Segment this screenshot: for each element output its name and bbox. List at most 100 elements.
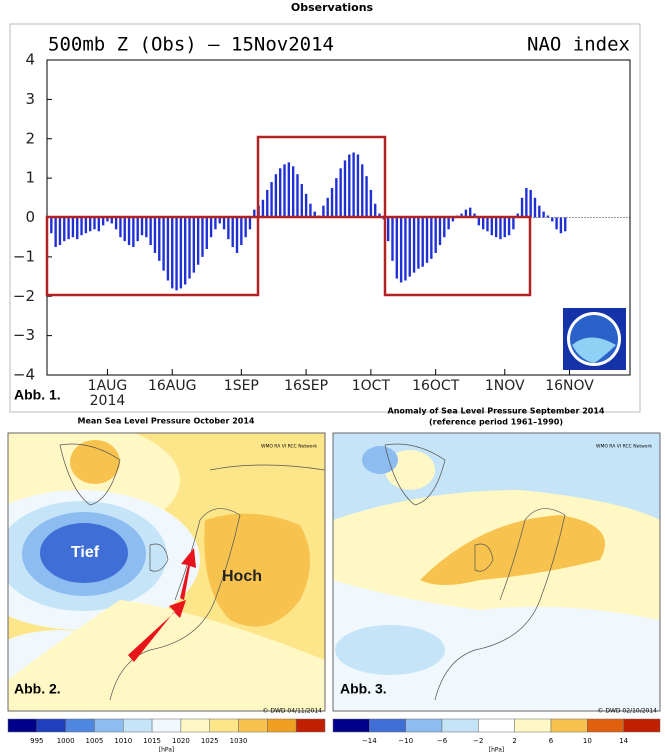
colorbar-label: 995 bbox=[30, 737, 43, 745]
colorbar-swatch bbox=[369, 718, 406, 733]
bar bbox=[434, 217, 437, 253]
colorbar-label: −2 bbox=[473, 737, 483, 745]
bar bbox=[395, 217, 398, 279]
bar bbox=[378, 213, 381, 218]
bar bbox=[97, 217, 101, 232]
colorbar-label: 1025 bbox=[201, 737, 219, 745]
bar bbox=[266, 189, 269, 218]
colorbar-swatch bbox=[36, 718, 66, 733]
bar bbox=[361, 164, 364, 218]
bar bbox=[499, 217, 502, 240]
bar bbox=[399, 217, 403, 283]
bar bbox=[235, 217, 239, 253]
panel-label: Abb. 2. bbox=[14, 681, 61, 697]
bar bbox=[296, 174, 299, 218]
colorbar-label: −14 bbox=[362, 737, 377, 745]
panel-label: Abb. 3. bbox=[340, 681, 387, 697]
bar bbox=[438, 217, 442, 246]
bar bbox=[119, 217, 122, 238]
bar bbox=[166, 217, 170, 281]
bar bbox=[374, 203, 377, 218]
high-label: Hoch bbox=[222, 568, 262, 585]
colorbar-label: 1010 bbox=[114, 737, 132, 745]
bar bbox=[538, 205, 541, 218]
bar bbox=[184, 217, 187, 285]
bar bbox=[231, 217, 234, 248]
low-label: Tief bbox=[71, 544, 100, 561]
annotation-box bbox=[383, 215, 532, 297]
bar bbox=[386, 217, 390, 242]
bar bbox=[404, 217, 407, 281]
bar bbox=[58, 217, 62, 246]
map: Tief Hoch Abb. 2. bbox=[8, 433, 325, 711]
bar bbox=[356, 154, 360, 218]
colorbar-label: 6 bbox=[549, 737, 554, 745]
bar bbox=[84, 217, 88, 234]
colorbar-swatch bbox=[441, 718, 479, 733]
bar bbox=[244, 217, 247, 238]
bar bbox=[564, 217, 567, 232]
map-title: Anomaly of Sea Level Pressure September … bbox=[388, 407, 605, 416]
network-label: WMO RA VI RCC Network bbox=[596, 444, 652, 450]
chart-title: 500mb Z (Obs) — 15Nov2014 bbox=[48, 34, 334, 56]
bar bbox=[287, 162, 291, 218]
colorbar-swatch bbox=[405, 718, 443, 733]
bar bbox=[106, 217, 109, 222]
panel-label: Abb. 1. bbox=[14, 387, 61, 403]
x-tick-label: 16SEP bbox=[284, 378, 328, 394]
colorbar-label: −6 bbox=[437, 737, 448, 745]
bar bbox=[145, 217, 148, 238]
chart-title-right: NAO index bbox=[527, 34, 630, 56]
y-tick-label: 2 bbox=[25, 129, 35, 147]
colorbar-swatch bbox=[7, 718, 38, 733]
bar bbox=[546, 215, 550, 218]
bar bbox=[335, 178, 338, 218]
bar bbox=[365, 176, 368, 218]
x-tick-label: 1AUG bbox=[88, 378, 128, 394]
bar bbox=[348, 154, 351, 218]
bar bbox=[227, 217, 230, 240]
bar bbox=[253, 209, 256, 218]
x-tick-label: 16OCT bbox=[412, 378, 460, 394]
bar bbox=[196, 217, 200, 265]
bar bbox=[63, 217, 66, 242]
colorbar-swatch bbox=[94, 718, 124, 733]
bar bbox=[369, 189, 373, 218]
bar bbox=[175, 217, 178, 291]
bar bbox=[490, 217, 493, 236]
bar bbox=[503, 217, 506, 238]
x-tick-label: 1OCT bbox=[352, 378, 391, 394]
colorbar-swatch bbox=[332, 718, 370, 733]
colorbar-label: 2 bbox=[512, 737, 516, 745]
colorbar-swatch bbox=[550, 718, 588, 733]
copyright: © DWD 02/10/2014 bbox=[597, 708, 657, 715]
colorbar-swatch bbox=[180, 718, 210, 733]
y-tick-label: 1 bbox=[25, 169, 35, 187]
colorbar-label: 1000 bbox=[57, 737, 75, 745]
bar bbox=[222, 217, 226, 230]
colorbar-unit: [hPa] bbox=[159, 747, 175, 754]
logo bbox=[563, 308, 626, 370]
bar bbox=[447, 217, 450, 230]
x-tick-label: 16NOV bbox=[545, 378, 594, 394]
bar bbox=[473, 213, 476, 218]
bar bbox=[408, 217, 411, 277]
bar bbox=[132, 217, 135, 248]
y-tick-label: −4 bbox=[13, 366, 35, 384]
colorbar-label: 1030 bbox=[230, 737, 248, 745]
bar bbox=[512, 217, 515, 230]
bar bbox=[140, 217, 144, 236]
bar bbox=[542, 211, 545, 218]
map-title: Mean Sea Level Pressure October 2014 bbox=[78, 417, 255, 426]
bar bbox=[520, 197, 524, 218]
bar bbox=[291, 166, 295, 218]
bar bbox=[209, 217, 213, 238]
colorbar-swatch bbox=[151, 718, 182, 733]
bar bbox=[343, 160, 347, 218]
bar bbox=[460, 213, 463, 218]
bar bbox=[214, 217, 217, 230]
colorbar-swatch bbox=[209, 718, 239, 733]
bar bbox=[153, 217, 157, 253]
bar bbox=[80, 217, 83, 236]
